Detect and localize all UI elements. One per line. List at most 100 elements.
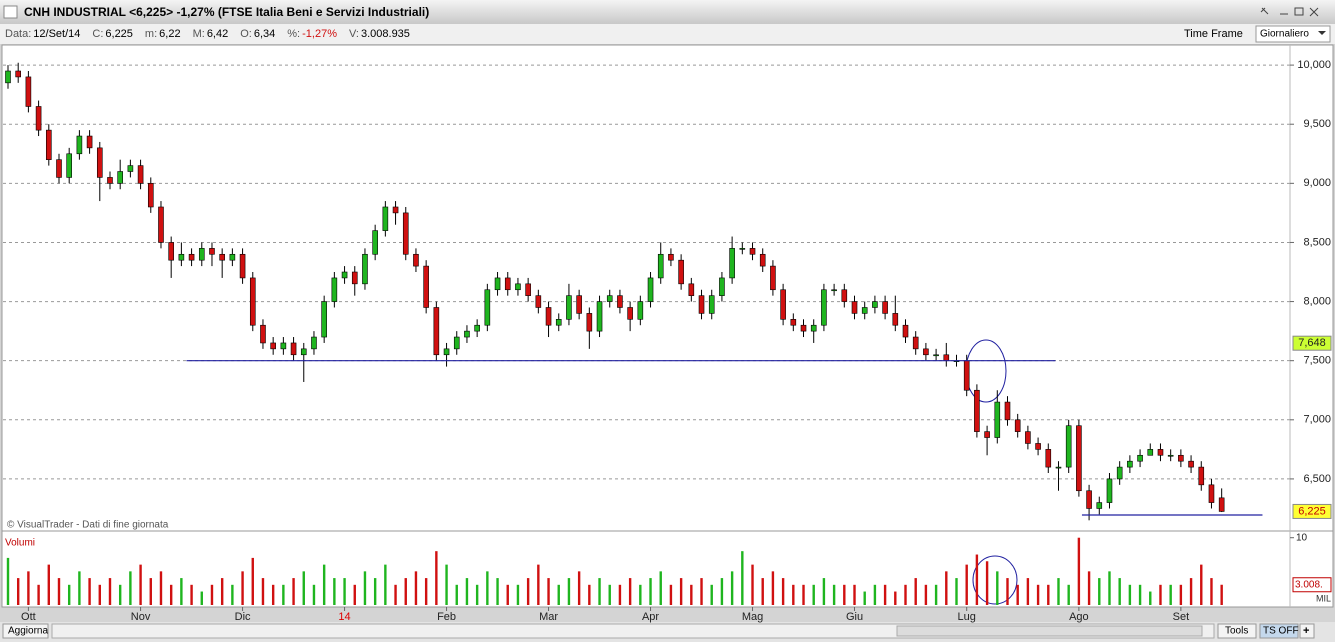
candle-body <box>1137 454 1143 462</box>
candle-body <box>923 348 929 356</box>
volume-bar <box>302 571 305 605</box>
volume-bar <box>322 564 326 605</box>
volume-bar <box>965 564 968 605</box>
price-marker <box>1292 335 1332 351</box>
candle-body <box>1218 497 1225 512</box>
candle-body <box>963 360 970 391</box>
x-tick-label: Feb <box>437 611 456 623</box>
candle-body <box>535 295 542 308</box>
candle-body <box>45 129 52 160</box>
candle-body <box>158 206 164 243</box>
y-tick-label: 6,500 <box>1303 473 1331 485</box>
app-icon <box>3 5 18 19</box>
candle-body <box>86 135 93 149</box>
candle-body <box>790 319 797 326</box>
volume-bar <box>220 578 224 605</box>
y-tick-label: 9,000 <box>1303 177 1331 189</box>
info-label: Data: <box>5 28 31 40</box>
candle-body <box>464 330 470 338</box>
volume-bar <box>343 578 346 605</box>
volume-bar <box>496 578 499 605</box>
volume-bar <box>98 584 101 605</box>
candle-body <box>555 319 562 326</box>
ts-button[interactable] <box>1259 623 1299 639</box>
volume-bar <box>394 584 397 605</box>
candle-body <box>861 307 868 314</box>
candle-body <box>1188 460 1194 468</box>
candle-body <box>1198 466 1205 486</box>
candle-body <box>1076 425 1082 492</box>
volume-bar <box>210 584 214 605</box>
candle-body <box>260 324 266 344</box>
volume-bar <box>47 564 50 605</box>
candle-body <box>1167 454 1174 457</box>
volume-bar <box>516 584 520 605</box>
candle-body <box>280 342 287 350</box>
volume-bar <box>241 571 244 605</box>
info-label: m: <box>145 28 157 40</box>
volume-bar <box>1128 584 1132 605</box>
volume-bar <box>1220 584 1223 605</box>
candle-body <box>474 324 480 332</box>
volume-bar <box>924 584 928 605</box>
volume-bar <box>118 584 122 605</box>
scroll-thumb[interactable] <box>896 625 1203 637</box>
refresh-button[interactable] <box>2 623 49 639</box>
volume-bar <box>180 578 183 605</box>
volume-bar <box>761 578 764 605</box>
candle-body <box>545 307 552 326</box>
candle-body <box>219 253 225 261</box>
time-frame-value: Giornaliero <box>1260 29 1309 40</box>
volume-bar <box>1047 584 1050 605</box>
candle-body <box>1065 425 1072 468</box>
volume-bar <box>333 578 336 605</box>
tools-button[interactable] <box>1217 623 1257 639</box>
volume-bar <box>57 578 61 605</box>
y-tick-label: 7,000 <box>1303 414 1331 426</box>
candle-body <box>749 248 756 255</box>
candle-body <box>35 106 42 131</box>
volume-bar <box>506 584 509 605</box>
candle-body <box>504 277 511 291</box>
candle-body <box>494 277 501 291</box>
add-button[interactable] <box>1299 623 1315 639</box>
candle-body <box>841 289 848 302</box>
close-button[interactable] <box>1309 7 1319 17</box>
volume-bar <box>231 584 234 605</box>
volume-bar <box>904 584 907 605</box>
volume-bar <box>465 578 469 605</box>
candle-body <box>678 259 684 285</box>
time-frame-select[interactable] <box>1255 25 1331 43</box>
candle-body <box>576 295 582 314</box>
volume-bar <box>353 584 356 605</box>
candle-body <box>1157 449 1164 456</box>
candle-body <box>300 348 307 356</box>
maximize-button[interactable] <box>1294 7 1304 16</box>
candle-body <box>831 289 837 292</box>
candle-body <box>25 76 32 107</box>
candle-body <box>96 147 103 178</box>
candle-body <box>372 230 378 255</box>
volume-bar <box>894 591 897 605</box>
volume-bar <box>526 578 530 605</box>
candle-body <box>1025 431 1031 444</box>
volume-bar <box>1098 578 1101 605</box>
candle-body <box>984 431 990 438</box>
window-controls[interactable] <box>1260 7 1319 17</box>
volume-bar <box>822 578 826 605</box>
candle-body <box>249 277 256 326</box>
x-tick-label: Apr <box>642 611 659 623</box>
candle-body <box>56 159 62 178</box>
volume-bar <box>792 584 795 605</box>
x-tick-label: Mar <box>539 611 558 623</box>
volume-bar <box>363 571 367 605</box>
candle-body <box>1096 502 1103 509</box>
candle-body <box>617 295 623 308</box>
info-label: M: <box>193 28 205 40</box>
volume-bar <box>557 584 560 605</box>
pin-button[interactable] <box>1260 7 1269 15</box>
candle-body <box>739 248 746 250</box>
candle-body <box>484 289 491 326</box>
chart-area <box>1 44 1334 608</box>
